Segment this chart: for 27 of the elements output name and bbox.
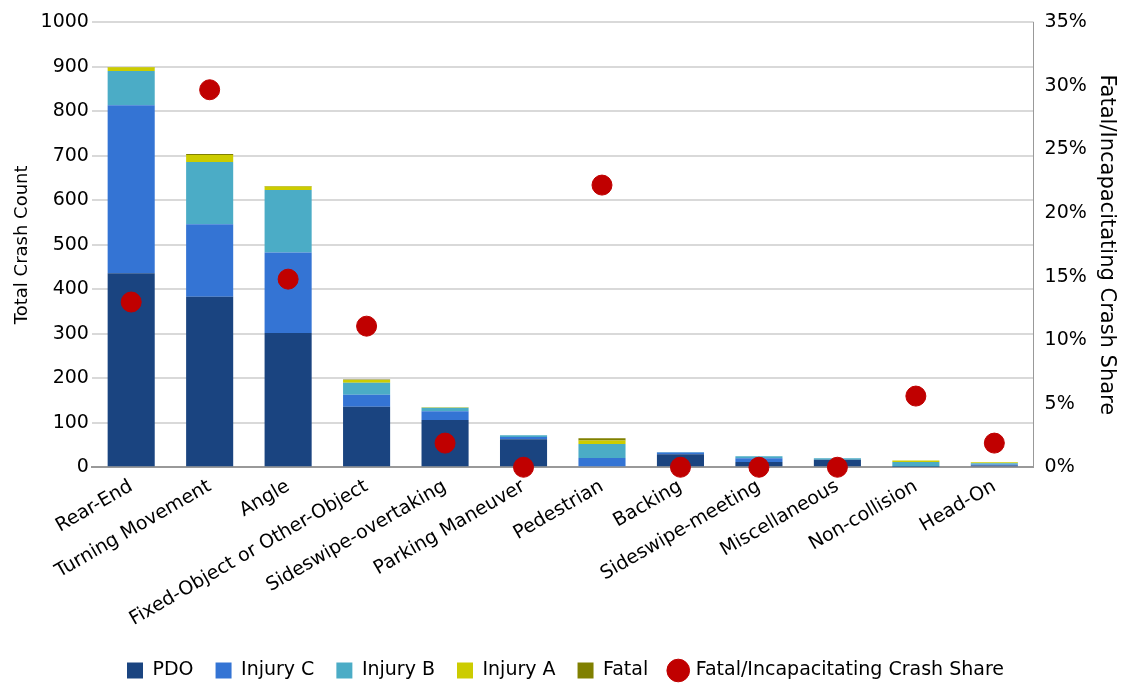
y2-tick-label: 25% xyxy=(1044,136,1087,159)
legend-label: Injury A xyxy=(482,657,556,680)
y-axis-title: Total Crash Count xyxy=(10,165,32,326)
legend-label: Injury C xyxy=(241,657,315,680)
y2-tick-label: 0% xyxy=(1044,454,1075,477)
legend-label: Fatal/Incapacitating Crash Share xyxy=(695,657,1004,680)
y-tick-label: 100 xyxy=(52,409,89,432)
y2-tick-label: 5% xyxy=(1044,390,1075,413)
y2-tick-label: 35% xyxy=(1044,9,1087,32)
y-tick-label: 900 xyxy=(52,53,89,76)
y-tick-label: 200 xyxy=(52,365,89,388)
y2-tick-label: 10% xyxy=(1044,327,1087,350)
y-tick-label: 1000 xyxy=(40,9,89,32)
y2-tick-label: 30% xyxy=(1044,72,1087,95)
y-tick-label: 700 xyxy=(52,142,89,165)
legend-label: PDO xyxy=(152,657,194,680)
y-tick-label: 0 xyxy=(76,454,89,477)
y2-axis-title: Fatal/Incapacitating Crash Share xyxy=(1095,74,1120,416)
y2-tick-label: 15% xyxy=(1044,263,1087,286)
y-tick-label: 400 xyxy=(52,276,89,299)
y-tick-label: 500 xyxy=(52,231,89,254)
y-tick-label: 800 xyxy=(52,98,89,121)
y2-tick-label: 20% xyxy=(1044,199,1087,222)
y-tick-label: 600 xyxy=(52,187,89,210)
legend-label: Fatal xyxy=(603,657,649,680)
legend-label: Injury B xyxy=(361,657,435,680)
y-tick-label: 300 xyxy=(52,320,89,343)
